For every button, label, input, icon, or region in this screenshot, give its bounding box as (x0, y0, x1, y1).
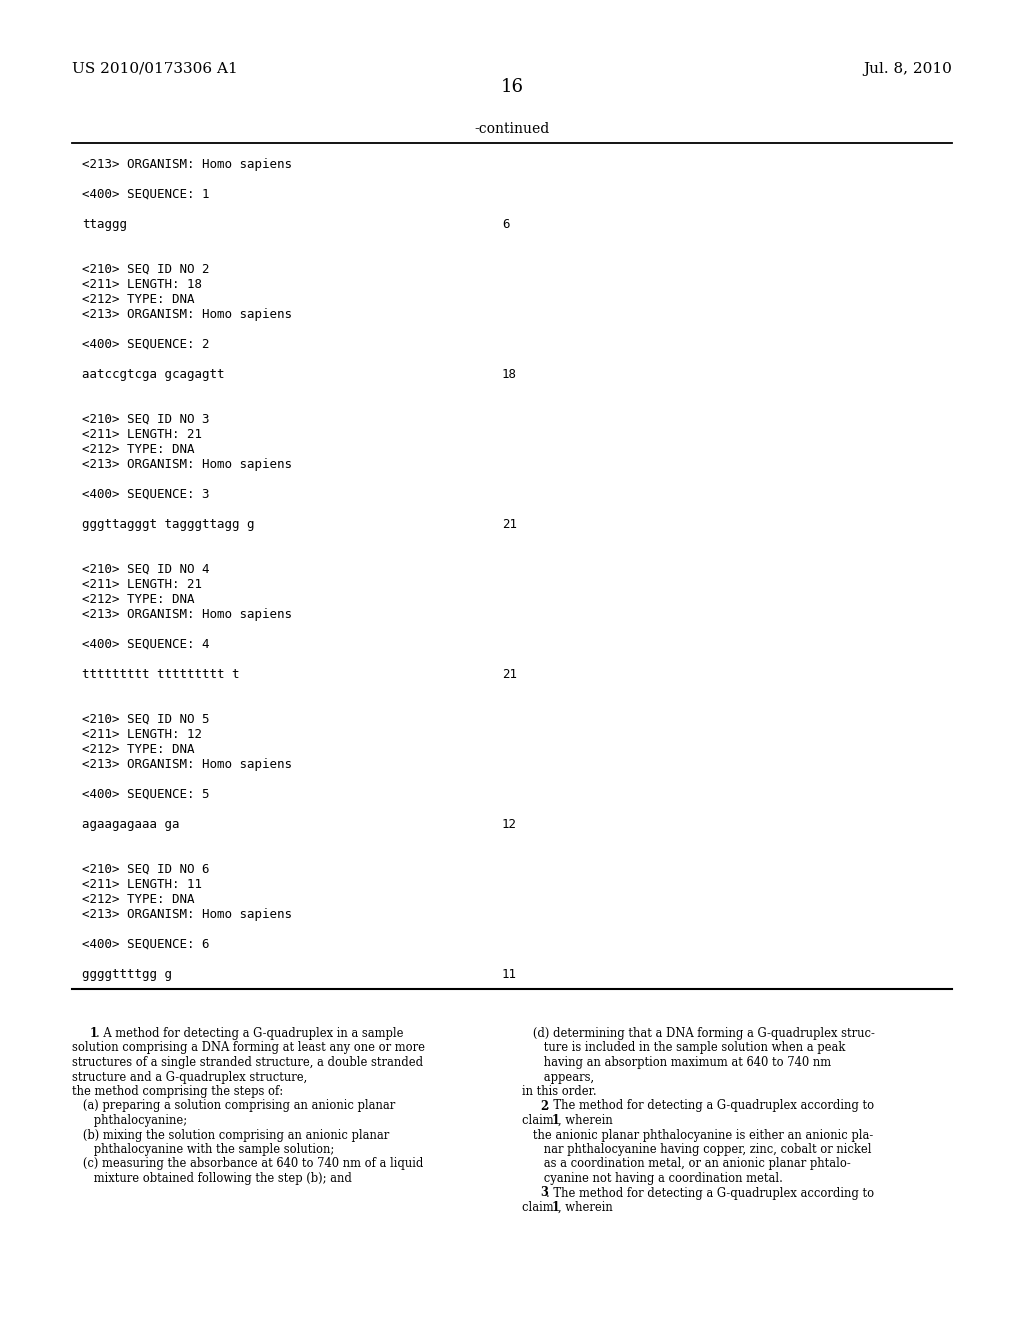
Text: mixture obtained following the step (b); and: mixture obtained following the step (b);… (72, 1172, 352, 1185)
Text: <400> SEQUENCE: 1: <400> SEQUENCE: 1 (82, 187, 210, 201)
Text: 2: 2 (540, 1100, 548, 1113)
Text: 21: 21 (502, 517, 517, 531)
Text: <212> TYPE: DNA: <212> TYPE: DNA (82, 293, 195, 306)
Text: phthalocyanine;: phthalocyanine; (72, 1114, 187, 1127)
Text: <210> SEQ ID NO 2: <210> SEQ ID NO 2 (82, 263, 210, 276)
Text: <212> TYPE: DNA: <212> TYPE: DNA (82, 444, 195, 455)
Text: the method comprising the steps of:: the method comprising the steps of: (72, 1085, 283, 1098)
Text: agaagagaaa ga: agaagagaaa ga (82, 818, 179, 832)
Text: 1: 1 (90, 1027, 98, 1040)
Text: (c) measuring the absorbance at 640 to 740 nm of a liquid: (c) measuring the absorbance at 640 to 7… (72, 1158, 423, 1171)
Text: <213> ORGANISM: Homo sapiens: <213> ORGANISM: Homo sapiens (82, 458, 292, 471)
Text: ggggttttgg g: ggggttttgg g (82, 968, 172, 981)
Text: ttaggg: ttaggg (82, 218, 127, 231)
Text: phthalocyanine with the sample solution;: phthalocyanine with the sample solution; (72, 1143, 334, 1156)
Text: cyanine not having a coordination metal.: cyanine not having a coordination metal. (522, 1172, 783, 1185)
Text: <212> TYPE: DNA: <212> TYPE: DNA (82, 894, 195, 906)
Text: 6: 6 (502, 218, 510, 231)
Text: 1: 1 (552, 1201, 560, 1214)
Text: claim: claim (522, 1114, 557, 1127)
Text: ttttttttt ttttttttt t: ttttttttt ttttttttt t (82, 668, 240, 681)
Text: structure and a G-quadruplex structure,: structure and a G-quadruplex structure, (72, 1071, 307, 1084)
Text: <212> TYPE: DNA: <212> TYPE: DNA (82, 743, 195, 756)
Text: in this order.: in this order. (522, 1085, 597, 1098)
Text: having an absorption maximum at 640 to 740 nm: having an absorption maximum at 640 to 7… (522, 1056, 831, 1069)
Text: the anionic planar phthalocyanine is either an anionic pla-: the anionic planar phthalocyanine is eit… (522, 1129, 873, 1142)
Text: 21: 21 (502, 668, 517, 681)
Text: <212> TYPE: DNA: <212> TYPE: DNA (82, 593, 195, 606)
Text: 18: 18 (502, 368, 517, 381)
Text: structures of a single stranded structure, a double stranded: structures of a single stranded structur… (72, 1056, 423, 1069)
Text: <210> SEQ ID NO 6: <210> SEQ ID NO 6 (82, 863, 210, 876)
Text: . A method for detecting a G-quadruplex in a sample: . A method for detecting a G-quadruplex … (96, 1027, 403, 1040)
Text: as a coordination metal, or an anionic planar phtalo-: as a coordination metal, or an anionic p… (522, 1158, 851, 1171)
Text: <400> SEQUENCE: 3: <400> SEQUENCE: 3 (82, 488, 210, 502)
Text: <400> SEQUENCE: 5: <400> SEQUENCE: 5 (82, 788, 210, 801)
Text: gggttagggt tagggttagg g: gggttagggt tagggttagg g (82, 517, 255, 531)
Text: appears,: appears, (522, 1071, 594, 1084)
Text: <211> LENGTH: 21: <211> LENGTH: 21 (82, 428, 202, 441)
Text: nar phthalocyanine having copper, zinc, cobalt or nickel: nar phthalocyanine having copper, zinc, … (522, 1143, 871, 1156)
Text: <211> LENGTH: 18: <211> LENGTH: 18 (82, 279, 202, 290)
Text: <213> ORGANISM: Homo sapiens: <213> ORGANISM: Homo sapiens (82, 908, 292, 921)
Text: -continued: -continued (474, 121, 550, 136)
Text: ture is included in the sample solution when a peak: ture is included in the sample solution … (522, 1041, 846, 1055)
Text: <210> SEQ ID NO 5: <210> SEQ ID NO 5 (82, 713, 210, 726)
Text: , wherein: , wherein (558, 1201, 612, 1214)
Text: <211> LENGTH: 21: <211> LENGTH: 21 (82, 578, 202, 591)
Text: 3: 3 (540, 1187, 548, 1200)
Text: <213> ORGANISM: Homo sapiens: <213> ORGANISM: Homo sapiens (82, 308, 292, 321)
Text: (d) determining that a DNA forming a G-quadruplex struc-: (d) determining that a DNA forming a G-q… (522, 1027, 874, 1040)
Text: <210> SEQ ID NO 4: <210> SEQ ID NO 4 (82, 564, 210, 576)
Text: (b) mixing the solution comprising an anionic planar: (b) mixing the solution comprising an an… (72, 1129, 389, 1142)
Text: . The method for detecting a G-quadruplex according to: . The method for detecting a G-quadruple… (546, 1187, 874, 1200)
Text: . The method for detecting a G-quadruplex according to: . The method for detecting a G-quadruple… (546, 1100, 874, 1113)
Text: (a) preparing a solution comprising an anionic planar: (a) preparing a solution comprising an a… (72, 1100, 395, 1113)
Text: <400> SEQUENCE: 6: <400> SEQUENCE: 6 (82, 939, 210, 950)
Text: US 2010/0173306 A1: US 2010/0173306 A1 (72, 62, 238, 77)
Text: 12: 12 (502, 818, 517, 832)
Text: Jul. 8, 2010: Jul. 8, 2010 (863, 62, 952, 77)
Text: <400> SEQUENCE: 2: <400> SEQUENCE: 2 (82, 338, 210, 351)
Text: <400> SEQUENCE: 4: <400> SEQUENCE: 4 (82, 638, 210, 651)
Text: <213> ORGANISM: Homo sapiens: <213> ORGANISM: Homo sapiens (82, 158, 292, 172)
Text: 11: 11 (502, 968, 517, 981)
Text: <213> ORGANISM: Homo sapiens: <213> ORGANISM: Homo sapiens (82, 758, 292, 771)
Text: <213> ORGANISM: Homo sapiens: <213> ORGANISM: Homo sapiens (82, 609, 292, 620)
Text: aatccgtcga gcagagtt: aatccgtcga gcagagtt (82, 368, 224, 381)
Text: 1: 1 (552, 1114, 560, 1127)
Text: claim: claim (522, 1201, 557, 1214)
Text: 16: 16 (501, 78, 523, 96)
Text: <211> LENGTH: 12: <211> LENGTH: 12 (82, 729, 202, 741)
Text: solution comprising a DNA forming at least any one or more: solution comprising a DNA forming at lea… (72, 1041, 425, 1055)
Text: <211> LENGTH: 11: <211> LENGTH: 11 (82, 878, 202, 891)
Text: <210> SEQ ID NO 3: <210> SEQ ID NO 3 (82, 413, 210, 426)
Text: , wherein: , wherein (558, 1114, 612, 1127)
